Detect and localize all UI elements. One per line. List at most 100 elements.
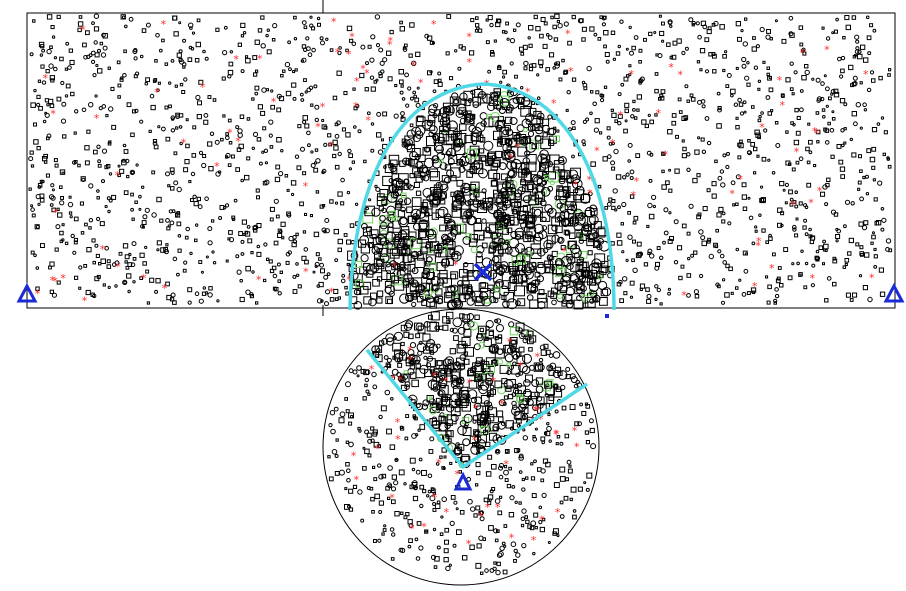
- beam-particle: [314, 161, 318, 165]
- disc-particle: [391, 499, 396, 505]
- disc-particle: [570, 486, 577, 493]
- beam-particle: [643, 262, 649, 267]
- beam-particle: [535, 26, 541, 32]
- beam-particle: [118, 251, 123, 256]
- beam-particle: [123, 49, 127, 54]
- beam-particle: [766, 29, 771, 34]
- arch-particle: [374, 251, 381, 259]
- beam-particle: [399, 79, 404, 85]
- beam-particle: [657, 53, 663, 59]
- beam-particle: [633, 215, 639, 221]
- red-asterisk-icon: *: [568, 65, 574, 78]
- beam-particle: [215, 171, 221, 177]
- red-asterisk-icon: *: [431, 18, 437, 31]
- beam-particle: [633, 116, 638, 120]
- beam-particle: [28, 156, 34, 162]
- arch-particle: [425, 294, 431, 300]
- beam-particle: [740, 29, 744, 33]
- beam-particle: [686, 152, 691, 157]
- beam-particle: [873, 265, 878, 269]
- beam-particle: [767, 75, 772, 81]
- beam-particle: [305, 36, 310, 41]
- disc-particle: [467, 498, 473, 505]
- arch-particle: [589, 204, 598, 213]
- beam-particle: [747, 150, 752, 156]
- beam-particle: [553, 37, 559, 42]
- arch-particle: [422, 199, 433, 210]
- beam-particle: [254, 91, 259, 96]
- beam-particle: [859, 126, 863, 130]
- beam-particle: [296, 273, 300, 277]
- beam-particle: [769, 37, 773, 41]
- red-asterisk-icon: *: [472, 434, 478, 447]
- arch-particle: [591, 263, 602, 274]
- beam-particle: [686, 293, 691, 298]
- beam-particle: [251, 146, 256, 151]
- disc-core-particle: [467, 320, 475, 328]
- red-asterisk-icon: *: [233, 53, 239, 66]
- beam-particle: [225, 132, 229, 136]
- disc-core-particle: [478, 434, 487, 444]
- beam-particle: [197, 100, 203, 106]
- arch-particle: [506, 146, 512, 152]
- beam-particle: [225, 203, 230, 208]
- disc-particle: [443, 557, 449, 563]
- beam-particle: [666, 42, 671, 47]
- arch-particle: [388, 290, 395, 297]
- red-asterisk-icon: *: [507, 335, 513, 348]
- beam-particle: [150, 104, 156, 111]
- beam-particle: [738, 142, 744, 149]
- beam-particle: [502, 75, 506, 79]
- arch-particle: [431, 285, 438, 292]
- beam-particle: [700, 235, 706, 241]
- beam-particle: [170, 186, 175, 191]
- beam-particle: [681, 50, 686, 56]
- beam-particle: [337, 151, 342, 157]
- arch-particle: [504, 125, 511, 132]
- beam-particle: [256, 244, 261, 249]
- arch-particle: [450, 271, 459, 280]
- beam-particle: [540, 17, 546, 22]
- beam-particle: [284, 61, 291, 68]
- beam-particle: [808, 227, 812, 232]
- beam-particle: [701, 104, 706, 109]
- beam-particle: [720, 182, 726, 188]
- beam-particle: [669, 24, 673, 28]
- beam-particle: [177, 234, 182, 238]
- beam-particle: [96, 144, 101, 150]
- beam-particle: [647, 251, 651, 255]
- arch-particle: [473, 229, 485, 241]
- beam-particle: [611, 141, 615, 146]
- beam-particle: [151, 212, 157, 218]
- beam-particle: [360, 44, 366, 50]
- beam-particle: [156, 196, 162, 203]
- arch-particle: [529, 139, 540, 150]
- beam-particle: [445, 51, 450, 56]
- arch-particle: [399, 293, 410, 304]
- disc-particle: [345, 409, 350, 414]
- arch-particle: [567, 241, 576, 250]
- beam-particle: [303, 25, 308, 30]
- arch-particle: [395, 200, 403, 208]
- beam-particle: [190, 46, 195, 51]
- beam-particle: [64, 94, 69, 98]
- disc-particle: [386, 428, 392, 435]
- arch-particle: [400, 226, 410, 235]
- beam-particle: [378, 74, 383, 79]
- beam-particle: [286, 213, 292, 218]
- disc-particle: [405, 414, 410, 419]
- beam-particle: [803, 285, 808, 290]
- arch-particle: [563, 229, 569, 235]
- beam-particle: [225, 259, 229, 263]
- beam-particle: [104, 204, 108, 209]
- arch-particle: [389, 248, 400, 259]
- arch-particle: [363, 270, 369, 276]
- red-asterisk-icon: *: [863, 68, 869, 81]
- beam-particle: [840, 174, 845, 179]
- beam-particle: [694, 294, 700, 299]
- arch-particle: [531, 115, 541, 126]
- beam-particle: [400, 111, 405, 116]
- beam-particle: [167, 224, 171, 228]
- beam-particle: [629, 176, 634, 180]
- disc-particle: [455, 507, 459, 511]
